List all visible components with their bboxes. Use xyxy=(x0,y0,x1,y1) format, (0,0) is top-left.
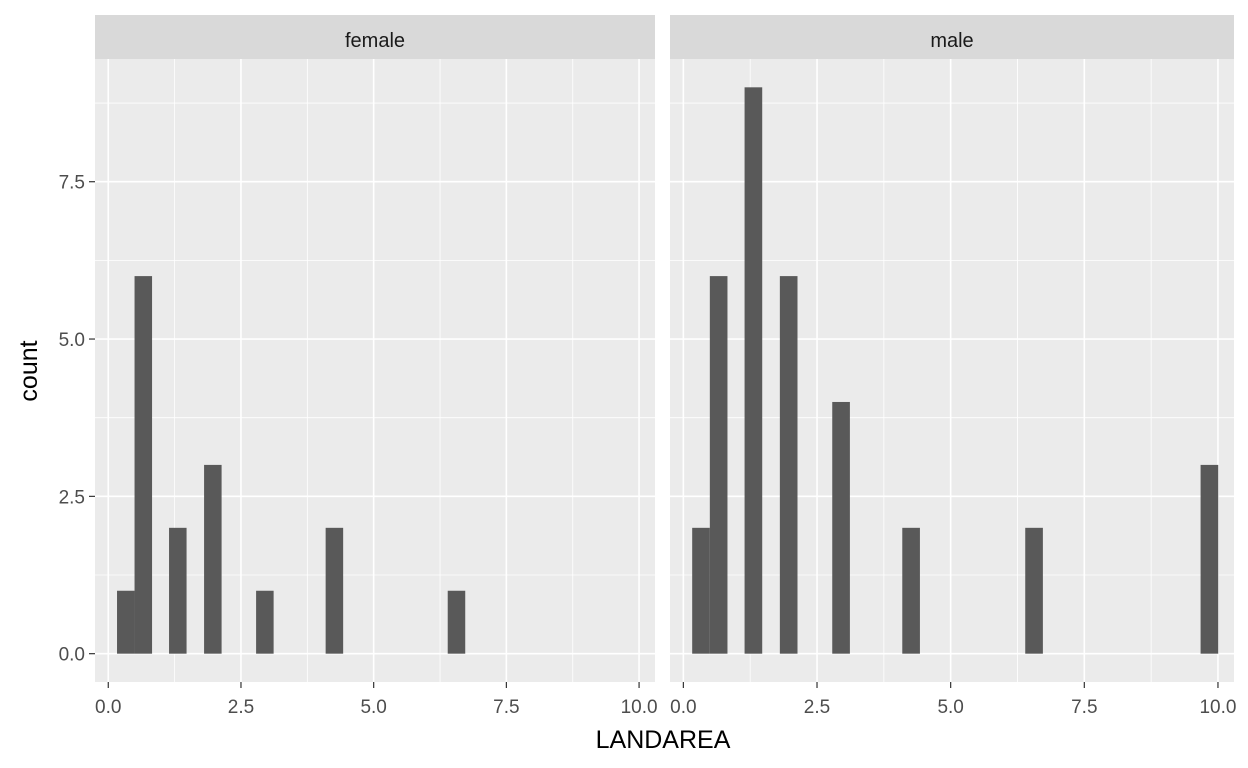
histogram-bar xyxy=(744,87,763,654)
panel-background xyxy=(670,59,1234,682)
facet-strip xyxy=(670,15,1234,59)
facet-strip xyxy=(95,15,655,59)
histogram-bar xyxy=(1025,527,1043,654)
x-tick-label: 10.0 xyxy=(621,697,658,718)
x-tick-label: 5.0 xyxy=(937,697,963,718)
histogram-bar xyxy=(325,527,344,654)
histogram-bar xyxy=(169,527,187,654)
x-tick-label: 2.5 xyxy=(804,697,830,718)
x-axis-title: LANDAREA xyxy=(596,726,731,754)
facet-panel-0: female 0.0 2.5 5.0 7.5 10.0 0.0 2.5 5.0 7.5 xyxy=(59,15,658,718)
facet-panel-1: male 0.0 2.5 5.0 7.5 10.0 xyxy=(670,15,1236,718)
histogram-bar xyxy=(692,527,710,654)
histogram-bar xyxy=(204,464,222,654)
histogram-bar xyxy=(447,590,466,654)
x-tick-label: 0.0 xyxy=(670,697,696,718)
y-tick-label: 7.5 xyxy=(59,173,85,194)
facet-strip-label: female xyxy=(345,30,405,52)
y-tick-label: 0.0 xyxy=(59,645,85,666)
histogram-bar xyxy=(256,590,274,654)
x-tick-label: 5.0 xyxy=(360,697,386,718)
histogram-bar xyxy=(117,590,135,654)
x-tick-label: 0.0 xyxy=(95,697,121,718)
x-tick-label: 7.5 xyxy=(1071,697,1097,718)
histogram-bar xyxy=(902,527,920,654)
histogram-bar xyxy=(832,401,850,654)
panel-background xyxy=(95,59,655,682)
x-tick-label: 2.5 xyxy=(228,697,254,718)
histogram-bar xyxy=(779,276,798,654)
histogram-bar xyxy=(1200,464,1219,654)
y-tick-label: 5.0 xyxy=(59,330,85,351)
histogram-bar xyxy=(134,276,153,654)
x-tick-label: 7.5 xyxy=(493,697,519,718)
facet-strip-label: male xyxy=(930,30,973,52)
y-tick-label: 2.5 xyxy=(59,487,85,508)
histogram-bar xyxy=(709,276,728,654)
y-axis-title: count xyxy=(15,340,43,401)
x-tick-label: 10.0 xyxy=(1199,697,1236,718)
